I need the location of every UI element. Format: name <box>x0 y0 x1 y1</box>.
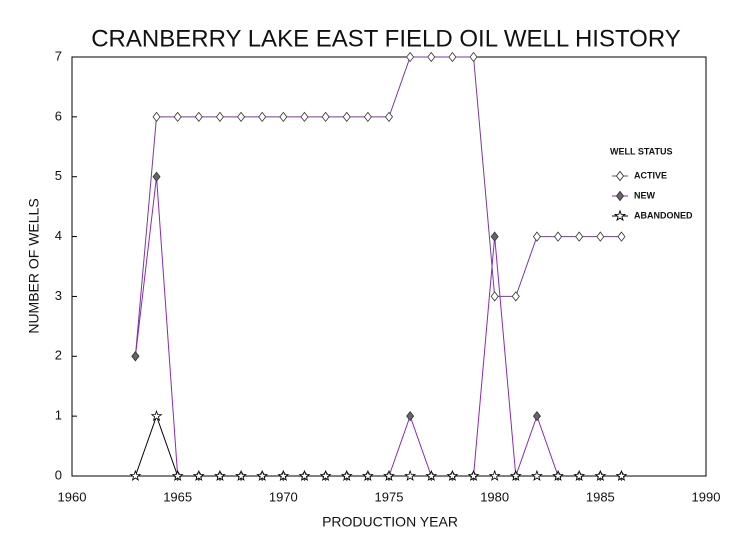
data-point <box>258 111 267 123</box>
data-point <box>406 51 415 63</box>
data-point <box>215 111 224 123</box>
data-point <box>363 111 372 123</box>
data-point <box>511 291 520 302</box>
data-point <box>490 291 499 302</box>
y-tick-label: 5 <box>55 168 62 183</box>
data-point <box>509 469 522 481</box>
data-point <box>321 111 330 123</box>
data-point <box>615 469 628 481</box>
legend-label: ABANDONED <box>634 210 693 220</box>
y-tick-label: 2 <box>55 348 62 363</box>
legend-marker <box>614 209 626 221</box>
data-point <box>214 469 226 481</box>
data-point <box>152 171 161 182</box>
data-point <box>427 51 436 63</box>
data-point <box>256 469 269 481</box>
data-point <box>490 231 499 242</box>
data-point <box>340 469 353 481</box>
legend-marker <box>615 170 625 182</box>
x-tick-label: 1985 <box>586 489 615 504</box>
y-tick-label: 1 <box>55 408 62 423</box>
legend-label: ACTIVE <box>634 170 667 180</box>
data-point <box>300 111 309 123</box>
data-point <box>298 469 311 481</box>
y-tick-label: 7 <box>55 48 62 63</box>
x-tick-label: 1980 <box>480 489 509 504</box>
data-point <box>131 351 140 362</box>
data-point <box>467 469 480 481</box>
data-point <box>150 409 163 422</box>
data-point <box>425 469 438 481</box>
data-point <box>488 469 501 481</box>
data-point <box>554 231 563 242</box>
data-point <box>277 469 290 481</box>
data-point <box>594 469 607 481</box>
data-point <box>532 410 541 422</box>
data-point <box>404 469 417 481</box>
data-point <box>173 111 182 123</box>
data-point <box>384 111 394 123</box>
legend-label: NEW <box>634 190 656 200</box>
legend-marker <box>615 190 625 202</box>
data-point <box>469 51 478 63</box>
chart-title: CRANBERRY LAKE EAST FIELD OIL WELL HISTO… <box>91 25 681 52</box>
data-point <box>573 469 586 481</box>
data-point <box>596 231 605 242</box>
data-point <box>446 469 459 481</box>
y-axis-title: NUMBER OF WELLS <box>26 198 42 333</box>
data-point <box>448 51 457 63</box>
x-axis-title: PRODUCTION YEAR <box>322 514 458 530</box>
data-point <box>319 469 332 481</box>
data-point <box>361 469 374 481</box>
data-point <box>129 469 142 481</box>
y-tick-label: 6 <box>55 108 62 123</box>
data-point <box>575 231 584 242</box>
x-tick-label: 1990 <box>692 489 721 504</box>
data-point <box>171 469 184 481</box>
data-point <box>342 111 351 123</box>
data-point <box>406 410 415 422</box>
x-tick-label: 1960 <box>58 489 87 504</box>
data-point <box>235 469 247 481</box>
data-point <box>552 469 564 481</box>
data-point <box>279 111 288 123</box>
x-tick-label: 1975 <box>375 489 404 504</box>
data-point <box>192 469 205 481</box>
x-tick-label: 1965 <box>163 489 192 504</box>
legend-title: WELL STATUS <box>610 146 673 156</box>
x-tick-label: 1970 <box>269 489 298 504</box>
data-point <box>383 469 395 481</box>
data-point <box>531 469 543 481</box>
y-tick-label: 4 <box>55 228 62 243</box>
data-point <box>152 111 161 123</box>
y-tick-label: 0 <box>55 467 62 482</box>
y-tick-label: 3 <box>55 288 62 303</box>
data-point <box>617 231 626 242</box>
data-point <box>237 111 246 123</box>
data-point <box>194 111 203 123</box>
data-point <box>532 231 541 242</box>
